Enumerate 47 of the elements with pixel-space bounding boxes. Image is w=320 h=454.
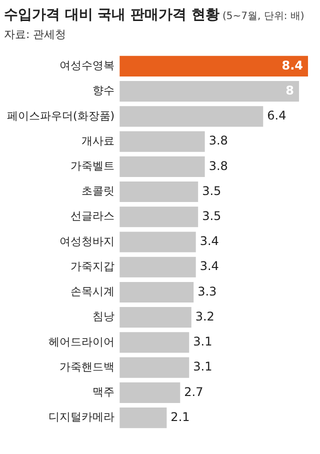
y-tick-label: 여성수영복: [60, 59, 115, 72]
data-label: 3.8: [208, 134, 228, 148]
bar: [120, 232, 196, 252]
y-tick-label: 가죽핸드백: [60, 360, 115, 374]
y-tick-label: 페이스파우더(화장품): [6, 109, 115, 122]
y-tick-label: 향수: [92, 84, 115, 98]
y-tick-label: 맥주: [92, 386, 115, 399]
y-tick-label: 가죽벨트: [70, 160, 115, 172]
y-tick-label: 헤어드라이어: [48, 335, 115, 348]
data-label: 3.4: [200, 234, 219, 248]
chart-subtitle: (5~7월, 단위: 배): [222, 11, 304, 22]
y-tick-label: 여성청바지: [60, 234, 115, 248]
bar: [120, 256, 196, 278]
bar: [120, 56, 308, 76]
y-tick-label: 초콜릿: [82, 184, 115, 198]
y-tick-label: 선글라스: [70, 210, 115, 223]
bar: [120, 282, 194, 303]
data-label: 8.4: [282, 58, 303, 72]
bar: [120, 156, 205, 177]
bar: [120, 80, 300, 102]
bar: [120, 357, 190, 378]
data-label: 2.7: [184, 384, 204, 399]
bar: [120, 131, 205, 152]
bar: [120, 106, 264, 127]
y-tick-label: 손목시계: [70, 285, 115, 298]
data-label: 3.2: [195, 309, 214, 324]
data-label: 3.5: [202, 184, 222, 198]
y-tick-label: 디지털카메라: [48, 410, 115, 424]
data-label: 3.3: [198, 284, 217, 298]
data-label: 3.5: [202, 209, 222, 224]
y-tick-label: 개사료: [82, 134, 115, 148]
data-label: 3.1: [193, 360, 212, 374]
data-label: 3.8: [208, 158, 228, 173]
bar: [120, 206, 198, 228]
y-tick-label: 침낭: [92, 310, 115, 324]
data-label: 3.1: [193, 334, 212, 349]
bar: [120, 332, 190, 353]
text: 자료: 관세청: [3, 27, 68, 42]
data-label: 2.1: [170, 410, 190, 424]
bar: [120, 307, 192, 328]
bar: [120, 181, 198, 202]
data-label: 3.4: [200, 259, 219, 274]
data-label: 6.4: [267, 108, 286, 123]
bar: [120, 382, 180, 404]
chart-title: 수입가격 대비 국내 판매가격 현황: [4, 7, 220, 23]
y-tick-label: 가죽지갑: [70, 260, 115, 273]
bar: [120, 408, 167, 428]
